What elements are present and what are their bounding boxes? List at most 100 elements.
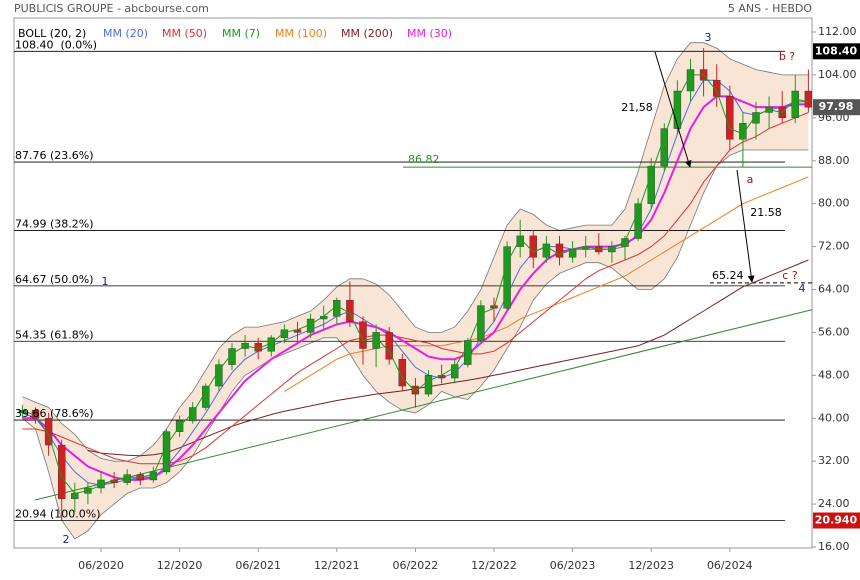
y-tick-label: 72.00 (818, 240, 850, 253)
bollinger-upper (22, 42, 809, 462)
x-tick-label: 06/2023 (550, 559, 596, 572)
moving-average (22, 74, 809, 494)
legend-entry: MM (50) (162, 27, 207, 40)
candle-body (123, 474, 131, 483)
target-label: 86.82 (408, 153, 440, 166)
x-tick-label: 12/2022 (471, 559, 517, 572)
candle-body (791, 90, 799, 119)
candle-body (333, 300, 341, 317)
legend-entry: MM (30) (407, 27, 452, 40)
price-tag (813, 99, 860, 116)
plot-marks (18, 48, 812, 521)
candle-body (372, 332, 380, 349)
candle-body (424, 375, 433, 395)
arrow (654, 51, 692, 168)
x-tick-label: 12/2023 (628, 559, 674, 572)
move-label: 21,58 (621, 101, 653, 114)
candle-body (464, 340, 472, 365)
y-tick-label: 40.00 (818, 411, 850, 424)
arrow (736, 169, 755, 283)
x-tick-label: 06/2022 (393, 559, 439, 572)
level-label: 39.66 (78.6%) (15, 407, 94, 420)
target-label: 65.24 (712, 269, 744, 282)
level-label: 20.94 (100.0%) (15, 507, 101, 520)
y-tick-label: 80.00 (818, 197, 850, 210)
candle-body (542, 243, 551, 258)
y-tick-label: 56.00 (818, 325, 850, 338)
wave-label: 3 (705, 31, 712, 44)
candle-body (477, 305, 485, 341)
y-tick-label: 16.00 (818, 540, 850, 553)
candle-body (188, 407, 197, 422)
price-tag-label: 108.40 (815, 44, 858, 57)
correction-label: c ? (782, 269, 798, 282)
candle-body (215, 364, 223, 387)
level-label: 87.76 (23.6%) (15, 149, 94, 162)
candle-body (149, 471, 158, 481)
price-tag (813, 512, 860, 529)
level-label: 54.35 (61.8%) (15, 328, 94, 341)
y-tick-label: 104.00 (818, 68, 857, 81)
level-label: 108.40 (0.0%) (15, 38, 97, 51)
candle-body (202, 385, 210, 408)
candle-body (739, 122, 747, 140)
wave-label: 1 (102, 275, 109, 288)
candle-body (359, 321, 367, 349)
price-tag-label: 97.98 (819, 100, 854, 113)
legend-entry: BOLL (20, 2) (18, 27, 86, 40)
candle-body (660, 128, 668, 167)
level-label: 74.99 (38.2%) (15, 218, 94, 231)
chart-title: PUBLICIS GROUPE - abcbourse.com (14, 2, 209, 15)
candle-body (398, 359, 406, 387)
candle-body (503, 246, 511, 309)
legend-entry: MM (7) (222, 27, 260, 40)
x-tick-label: 06/2021 (235, 559, 281, 572)
candle-body (411, 385, 420, 395)
candle-body (673, 90, 682, 129)
wave-label: 4 (799, 282, 806, 295)
candle-body (71, 493, 79, 499)
y-tick-label: 24.00 (818, 497, 850, 510)
x-tick-label: 06/2020 (78, 559, 124, 572)
y-tick-label: 88.00 (818, 154, 850, 167)
wave-label: 2 (63, 533, 70, 546)
moving-average (22, 112, 809, 465)
level-label: 64.67 (50.0%) (15, 273, 94, 286)
candle-body (529, 235, 537, 258)
candle-body (726, 96, 734, 140)
candle-body (752, 112, 760, 124)
x-tick-label: 12/2021 (314, 559, 360, 572)
candle-body (804, 90, 812, 108)
legend-entry: MM (200) (341, 27, 393, 40)
candle-body (44, 418, 53, 446)
legend-entry: MM (20) (103, 27, 148, 40)
y-tick-label: 64.00 (818, 283, 850, 296)
price-tag-label: 20.940 (815, 513, 858, 526)
candle-body (451, 364, 459, 379)
candle-body (686, 69, 695, 92)
moving-average (87, 259, 809, 457)
candle-body (280, 329, 289, 338)
candle-body (555, 243, 564, 258)
x-tick-label: 12/2020 (157, 559, 203, 572)
candle-body (634, 203, 642, 239)
legend-entry: MM (100) (275, 27, 327, 40)
bollinger-lower (22, 149, 809, 540)
candle-body (385, 332, 393, 360)
candle-body (647, 165, 655, 204)
candle-body (713, 80, 721, 97)
moving-average (284, 176, 809, 392)
price-tag (813, 43, 860, 60)
candle-body (621, 238, 629, 247)
candle-body (228, 348, 236, 365)
candle-body (516, 235, 524, 247)
y-tick-label: 48.00 (818, 368, 850, 381)
x-tick-label: 06/2024 (707, 559, 753, 572)
y-tick-label: 112.00 (818, 25, 857, 38)
correction-label: a (747, 173, 754, 186)
y-tick-label: 32.00 (818, 454, 850, 467)
move-label: 21.58 (750, 206, 782, 219)
chart-subtitle: 5 ANS - HEBDO (728, 2, 812, 15)
